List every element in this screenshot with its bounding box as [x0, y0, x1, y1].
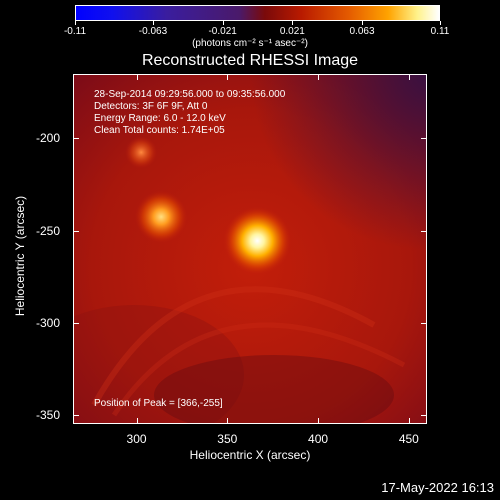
- colorbar: [75, 5, 440, 21]
- colorbar-tick-label: -0.11: [63, 26, 87, 37]
- colorbar-tick-mark: [152, 21, 154, 25]
- colorbar-tick-mark: [362, 21, 364, 25]
- y-axis-title: Heliocentric Y (arcsec): [13, 195, 27, 317]
- y-tick-mark: [74, 414, 79, 416]
- rhessi-image-canvas: [74, 75, 426, 423]
- x-tick-mark: [136, 418, 138, 423]
- secondary-source: [135, 190, 188, 243]
- colorbar-tick-label: -0.021: [208, 26, 237, 37]
- peak-source: [223, 206, 292, 275]
- x-tick-mark: [318, 75, 320, 80]
- clean-total-counts: Clean Total counts: 1.74E+05: [94, 125, 225, 136]
- x-tick-label: 350: [217, 432, 238, 446]
- rhessi-image-plot: 28-Sep-2014 09:29:56.000 to 09:35:56.000…: [73, 74, 427, 424]
- y-tick-mark: [421, 230, 426, 232]
- image-title: Reconstructed RHESSI Image: [141, 52, 359, 69]
- peak-position: Position of Peak = [366,-255]: [94, 398, 223, 409]
- generation-date: 17-May-2022 16:13: [381, 480, 494, 495]
- y-tick-mark: [74, 322, 79, 324]
- colorbar-tick-mark: [75, 21, 76, 25]
- y-tick-mark: [421, 414, 426, 416]
- x-axis-title: Heliocentric X (arcsec): [189, 448, 311, 462]
- x-tick-label: 300: [126, 432, 147, 446]
- x-tick-label: 450: [398, 432, 419, 446]
- x-tick-mark: [318, 418, 320, 423]
- y-tick-label: -350: [35, 407, 60, 422]
- colorbar-units-label: (photons cm⁻² s⁻¹ asec⁻²): [192, 38, 308, 49]
- x-tick-mark: [408, 418, 410, 423]
- colorbar-tick-label: 0.11: [430, 26, 450, 37]
- y-tick-label: -200: [35, 131, 60, 146]
- observation-time: 28-Sep-2014 09:29:56.000 to 09:35:56.000: [94, 89, 286, 100]
- y-tick-mark: [74, 138, 79, 140]
- faint-source: [125, 136, 158, 169]
- y-tick-mark: [74, 230, 79, 232]
- colorbar-tick-label: 0.021: [279, 26, 305, 37]
- x-tick-mark: [408, 75, 410, 80]
- x-tick-mark: [227, 75, 229, 80]
- x-tick-mark: [227, 418, 229, 423]
- colorbar-tick-mark: [292, 21, 294, 25]
- colorbar-tick-label: 0.063: [349, 26, 375, 37]
- y-tick-label: -250: [35, 223, 60, 238]
- x-tick-label: 400: [308, 432, 329, 446]
- y-tick-label: -300: [35, 315, 60, 330]
- y-tick-mark: [421, 322, 426, 324]
- x-tick-mark: [136, 75, 138, 80]
- colorbar-tick-label: -0.063: [138, 26, 168, 37]
- colorbar-tick-mark: [222, 21, 224, 25]
- energy-range: Energy Range: 6.0 - 12.0 keV: [94, 113, 226, 124]
- detectors-info: Detectors: 3F 6F 9F, Att 0: [94, 101, 208, 112]
- y-tick-mark: [421, 138, 426, 140]
- colorbar-tick-mark: [440, 21, 441, 25]
